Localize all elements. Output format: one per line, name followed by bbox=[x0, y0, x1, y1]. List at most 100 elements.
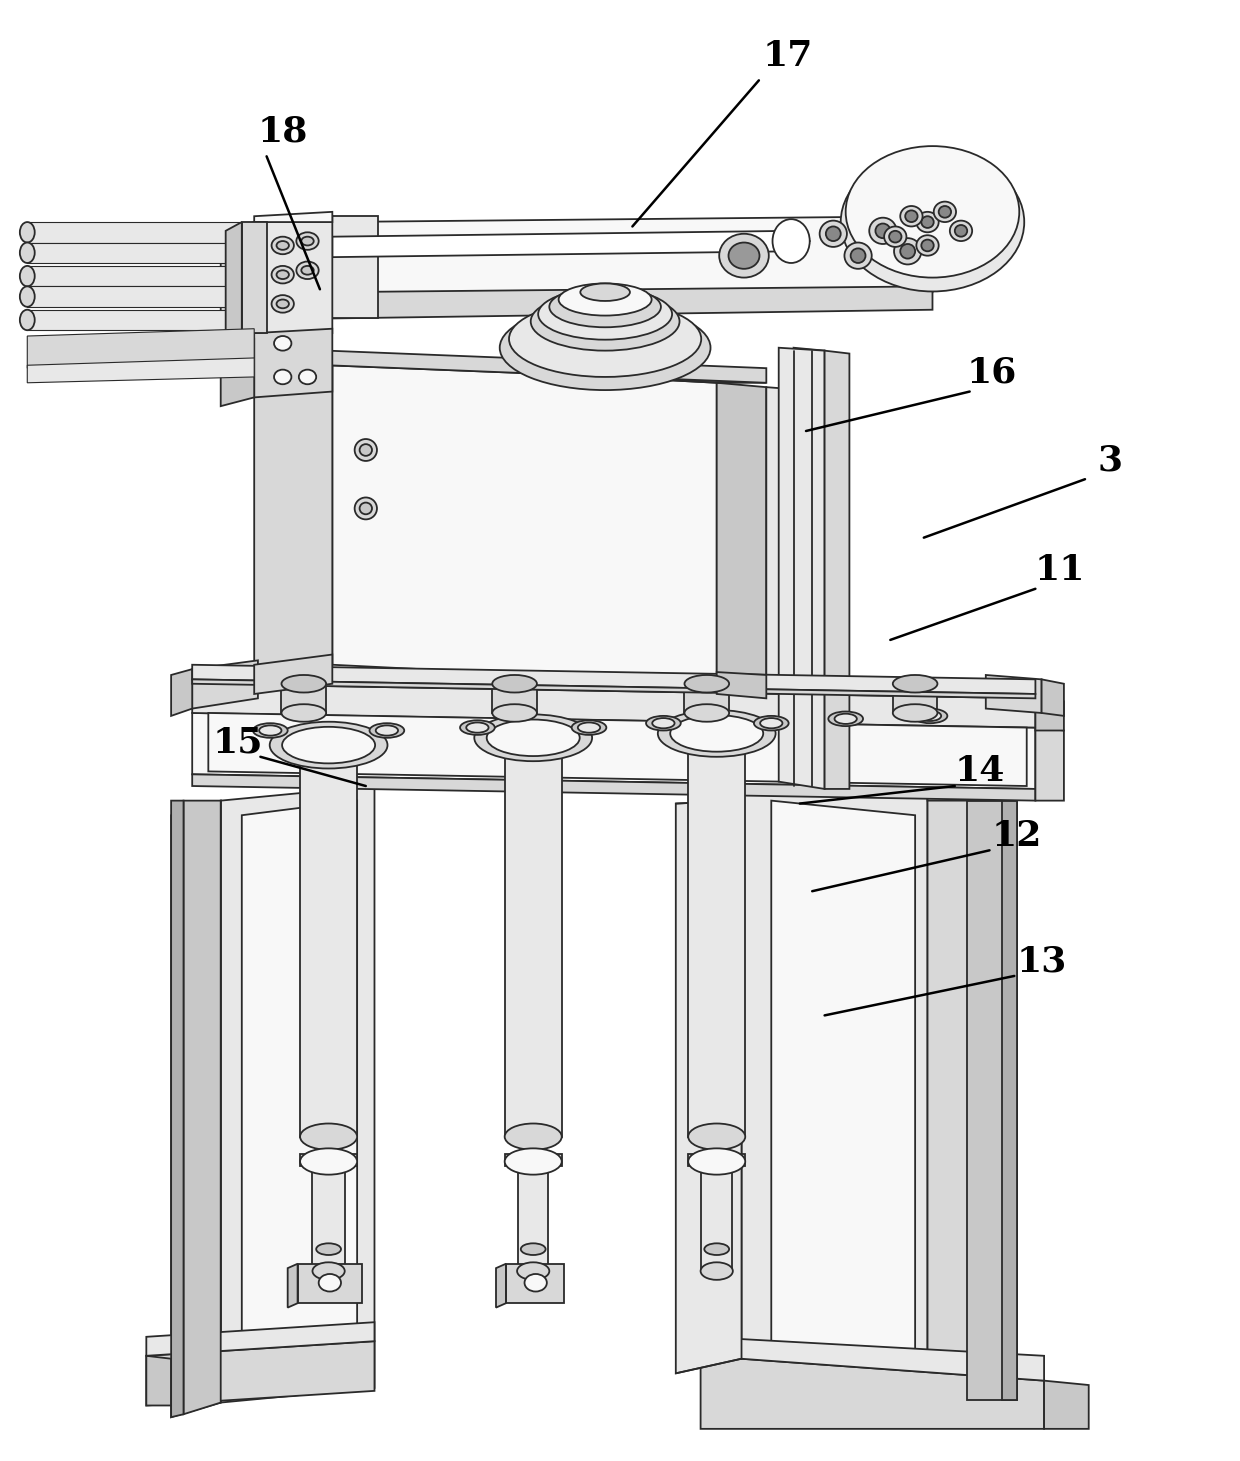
Ellipse shape bbox=[253, 723, 288, 738]
Polygon shape bbox=[27, 358, 254, 383]
Ellipse shape bbox=[869, 218, 897, 244]
Ellipse shape bbox=[376, 725, 398, 736]
Polygon shape bbox=[1042, 679, 1064, 716]
Ellipse shape bbox=[492, 675, 537, 693]
Polygon shape bbox=[701, 1337, 1044, 1381]
Ellipse shape bbox=[492, 704, 537, 722]
Ellipse shape bbox=[360, 503, 372, 514]
Ellipse shape bbox=[841, 153, 1024, 292]
Ellipse shape bbox=[646, 716, 681, 730]
Ellipse shape bbox=[578, 722, 600, 733]
Polygon shape bbox=[221, 339, 254, 406]
Polygon shape bbox=[184, 801, 221, 1414]
Polygon shape bbox=[221, 786, 374, 1403]
Polygon shape bbox=[329, 286, 932, 318]
Polygon shape bbox=[1035, 728, 1064, 801]
Ellipse shape bbox=[500, 305, 711, 390]
Polygon shape bbox=[146, 1341, 374, 1405]
Ellipse shape bbox=[955, 225, 967, 237]
Ellipse shape bbox=[851, 248, 866, 263]
Polygon shape bbox=[329, 216, 932, 300]
Ellipse shape bbox=[259, 725, 281, 736]
Polygon shape bbox=[27, 243, 254, 263]
Ellipse shape bbox=[20, 243, 35, 263]
Ellipse shape bbox=[296, 262, 319, 279]
Ellipse shape bbox=[701, 1262, 733, 1280]
Ellipse shape bbox=[272, 237, 294, 254]
Ellipse shape bbox=[549, 286, 661, 327]
Polygon shape bbox=[766, 387, 825, 684]
Polygon shape bbox=[928, 789, 1017, 1403]
Text: 18: 18 bbox=[258, 114, 308, 149]
Polygon shape bbox=[779, 348, 825, 789]
Polygon shape bbox=[742, 771, 1017, 801]
Ellipse shape bbox=[274, 370, 291, 384]
Polygon shape bbox=[329, 216, 378, 318]
Polygon shape bbox=[281, 684, 326, 713]
Polygon shape bbox=[254, 212, 332, 222]
Ellipse shape bbox=[652, 719, 675, 729]
Ellipse shape bbox=[517, 1262, 549, 1280]
Ellipse shape bbox=[916, 235, 939, 256]
Ellipse shape bbox=[919, 710, 941, 722]
Polygon shape bbox=[27, 310, 254, 330]
Polygon shape bbox=[717, 383, 766, 684]
Polygon shape bbox=[254, 216, 332, 339]
Ellipse shape bbox=[844, 243, 872, 269]
Polygon shape bbox=[300, 1154, 357, 1166]
Ellipse shape bbox=[820, 221, 847, 247]
Polygon shape bbox=[505, 738, 562, 1137]
Polygon shape bbox=[701, 1166, 732, 1271]
Ellipse shape bbox=[884, 226, 906, 247]
Polygon shape bbox=[192, 713, 1035, 789]
Polygon shape bbox=[825, 351, 849, 789]
Ellipse shape bbox=[688, 1124, 745, 1150]
Ellipse shape bbox=[688, 1148, 745, 1175]
Polygon shape bbox=[332, 362, 717, 684]
Ellipse shape bbox=[773, 219, 810, 263]
Ellipse shape bbox=[300, 1124, 357, 1150]
Polygon shape bbox=[986, 675, 1042, 713]
Polygon shape bbox=[192, 684, 1035, 728]
Ellipse shape bbox=[300, 1148, 357, 1175]
Polygon shape bbox=[288, 1264, 298, 1308]
Ellipse shape bbox=[913, 709, 947, 723]
Ellipse shape bbox=[828, 712, 863, 726]
Ellipse shape bbox=[274, 336, 291, 351]
Ellipse shape bbox=[281, 675, 326, 693]
Ellipse shape bbox=[719, 234, 769, 278]
Ellipse shape bbox=[921, 216, 934, 228]
Ellipse shape bbox=[355, 440, 377, 462]
Ellipse shape bbox=[20, 222, 35, 243]
Ellipse shape bbox=[272, 266, 294, 283]
Text: 11: 11 bbox=[1035, 552, 1085, 587]
Polygon shape bbox=[701, 1356, 1044, 1429]
Ellipse shape bbox=[754, 716, 789, 730]
Ellipse shape bbox=[657, 710, 776, 757]
Polygon shape bbox=[684, 684, 729, 713]
Ellipse shape bbox=[475, 714, 593, 761]
Polygon shape bbox=[192, 660, 258, 709]
Ellipse shape bbox=[760, 719, 782, 729]
Text: 3: 3 bbox=[1097, 443, 1122, 478]
Ellipse shape bbox=[466, 722, 489, 733]
Ellipse shape bbox=[893, 704, 937, 722]
Ellipse shape bbox=[277, 270, 289, 279]
Ellipse shape bbox=[905, 210, 918, 222]
Ellipse shape bbox=[950, 221, 972, 241]
Ellipse shape bbox=[301, 266, 314, 275]
Text: 12: 12 bbox=[992, 818, 1042, 853]
Polygon shape bbox=[518, 1166, 548, 1271]
Ellipse shape bbox=[486, 719, 580, 757]
Ellipse shape bbox=[460, 720, 495, 735]
Polygon shape bbox=[208, 713, 1027, 786]
Polygon shape bbox=[332, 231, 791, 257]
Ellipse shape bbox=[900, 244, 915, 259]
Polygon shape bbox=[967, 801, 1017, 1400]
Ellipse shape bbox=[916, 212, 939, 232]
Polygon shape bbox=[298, 1264, 362, 1303]
Ellipse shape bbox=[846, 146, 1019, 278]
Ellipse shape bbox=[283, 726, 374, 764]
Ellipse shape bbox=[505, 1148, 562, 1175]
Ellipse shape bbox=[20, 266, 35, 286]
